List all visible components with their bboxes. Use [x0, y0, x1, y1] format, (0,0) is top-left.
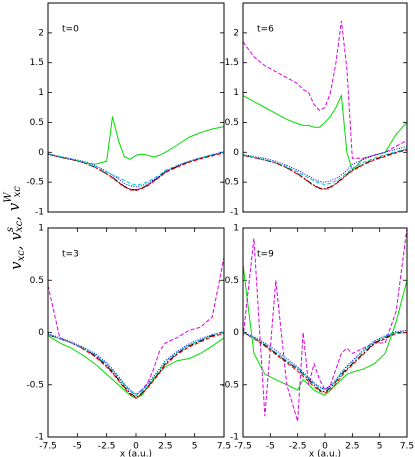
series-line	[243, 149, 407, 190]
series-line	[243, 332, 407, 393]
x-tick-label: 0	[133, 442, 139, 452]
series-line	[48, 333, 224, 399]
x-tick-label: 0	[322, 442, 328, 452]
x-tick-label: 5	[377, 442, 383, 452]
series-line	[243, 330, 407, 391]
series-line	[243, 145, 407, 183]
y-label-part: xc	[12, 186, 23, 198]
y-tick-label: 1	[38, 88, 44, 98]
series-line	[243, 148, 407, 186]
series-line	[243, 329, 407, 390]
series-line	[243, 20, 407, 159]
plot-area	[243, 20, 407, 190]
series-line	[48, 151, 224, 188]
annotation: t=6	[257, 25, 274, 35]
x-tick-label: -5	[73, 442, 82, 452]
y-label-part: , v	[5, 202, 23, 221]
series-line	[48, 151, 224, 191]
plot-frame	[242, 227, 408, 438]
x-axis-label: x (a.u.)	[309, 450, 341, 457]
y-tick-label: 0	[38, 328, 44, 338]
y-label-part: xc	[16, 250, 27, 262]
series-line	[243, 264, 407, 396]
series-line	[48, 151, 224, 186]
x-tick-label: -5	[266, 442, 275, 452]
y-tick-label: -1	[230, 433, 239, 443]
x-axis-label: x (a.u.)	[120, 450, 152, 457]
y-tick-label: 1	[38, 224, 44, 234]
y-tick-label: 0	[38, 148, 44, 158]
y-tick-label: 1	[233, 88, 239, 98]
y-label-part: W	[3, 192, 14, 203]
annotation: t=0	[62, 25, 79, 35]
y-tick-label: -0.5	[26, 380, 44, 390]
x-tick-label: -7.5	[39, 442, 57, 452]
x-tick-label: -2.5	[289, 442, 307, 452]
y-axis-label: vxc, vsxc, vWxc	[3, 186, 27, 270]
y-tick-label: 0.5	[225, 118, 239, 128]
series-line	[48, 332, 224, 398]
y-tick-label: 0.5	[30, 276, 44, 286]
y-tick-label: -1	[35, 433, 44, 443]
y-tick-label: 2	[233, 28, 239, 38]
plot-area	[48, 257, 224, 399]
x-tick-label: -7.5	[234, 442, 252, 452]
y-tick-label: 0	[233, 148, 239, 158]
y-label-part: , v	[7, 232, 25, 251]
series-line	[243, 332, 407, 394]
x-tick-label: 5	[192, 442, 198, 452]
x-tick-label: 2.5	[158, 442, 172, 452]
series-line	[48, 151, 224, 191]
series-line	[48, 335, 224, 399]
plot-frame	[47, 227, 225, 438]
series-line	[243, 93, 407, 172]
y-tick-label: -1	[230, 208, 239, 218]
y-tick-label: 0.5	[30, 118, 44, 128]
plot-area	[243, 228, 407, 422]
y-tick-label: -0.5	[221, 178, 239, 188]
y-tick-label: 1.5	[225, 58, 239, 68]
series-line	[48, 116, 224, 165]
plot-area	[48, 116, 224, 192]
y-tick-label: 1.5	[30, 58, 44, 68]
series-line	[48, 330, 224, 395]
y-tick-label: 2	[38, 28, 44, 38]
plot-frame	[242, 2, 408, 213]
y-tick-label: -1	[35, 208, 44, 218]
plot-frame	[47, 2, 225, 213]
annotation: t=3	[62, 250, 79, 260]
y-label-part: s	[5, 227, 16, 232]
y-tick-label: 1	[233, 224, 239, 234]
y-label-part: xc	[14, 220, 25, 232]
x-tick-label: 7.5	[217, 442, 231, 452]
y-tick-label: -0.5	[26, 178, 44, 188]
y-tick-label: 0.5	[225, 276, 239, 286]
y-tick-label: -0.5	[221, 380, 239, 390]
x-tick-label: -2.5	[98, 442, 116, 452]
series-line	[48, 152, 224, 192]
x-tick-label: 2.5	[345, 442, 359, 452]
x-tick-label: 7.5	[400, 442, 414, 452]
annotation: t=9	[257, 250, 274, 260]
series-line	[48, 257, 224, 396]
y-label-part: v	[7, 261, 25, 270]
y-tick-label: 0	[233, 328, 239, 338]
series-line	[48, 332, 224, 396]
